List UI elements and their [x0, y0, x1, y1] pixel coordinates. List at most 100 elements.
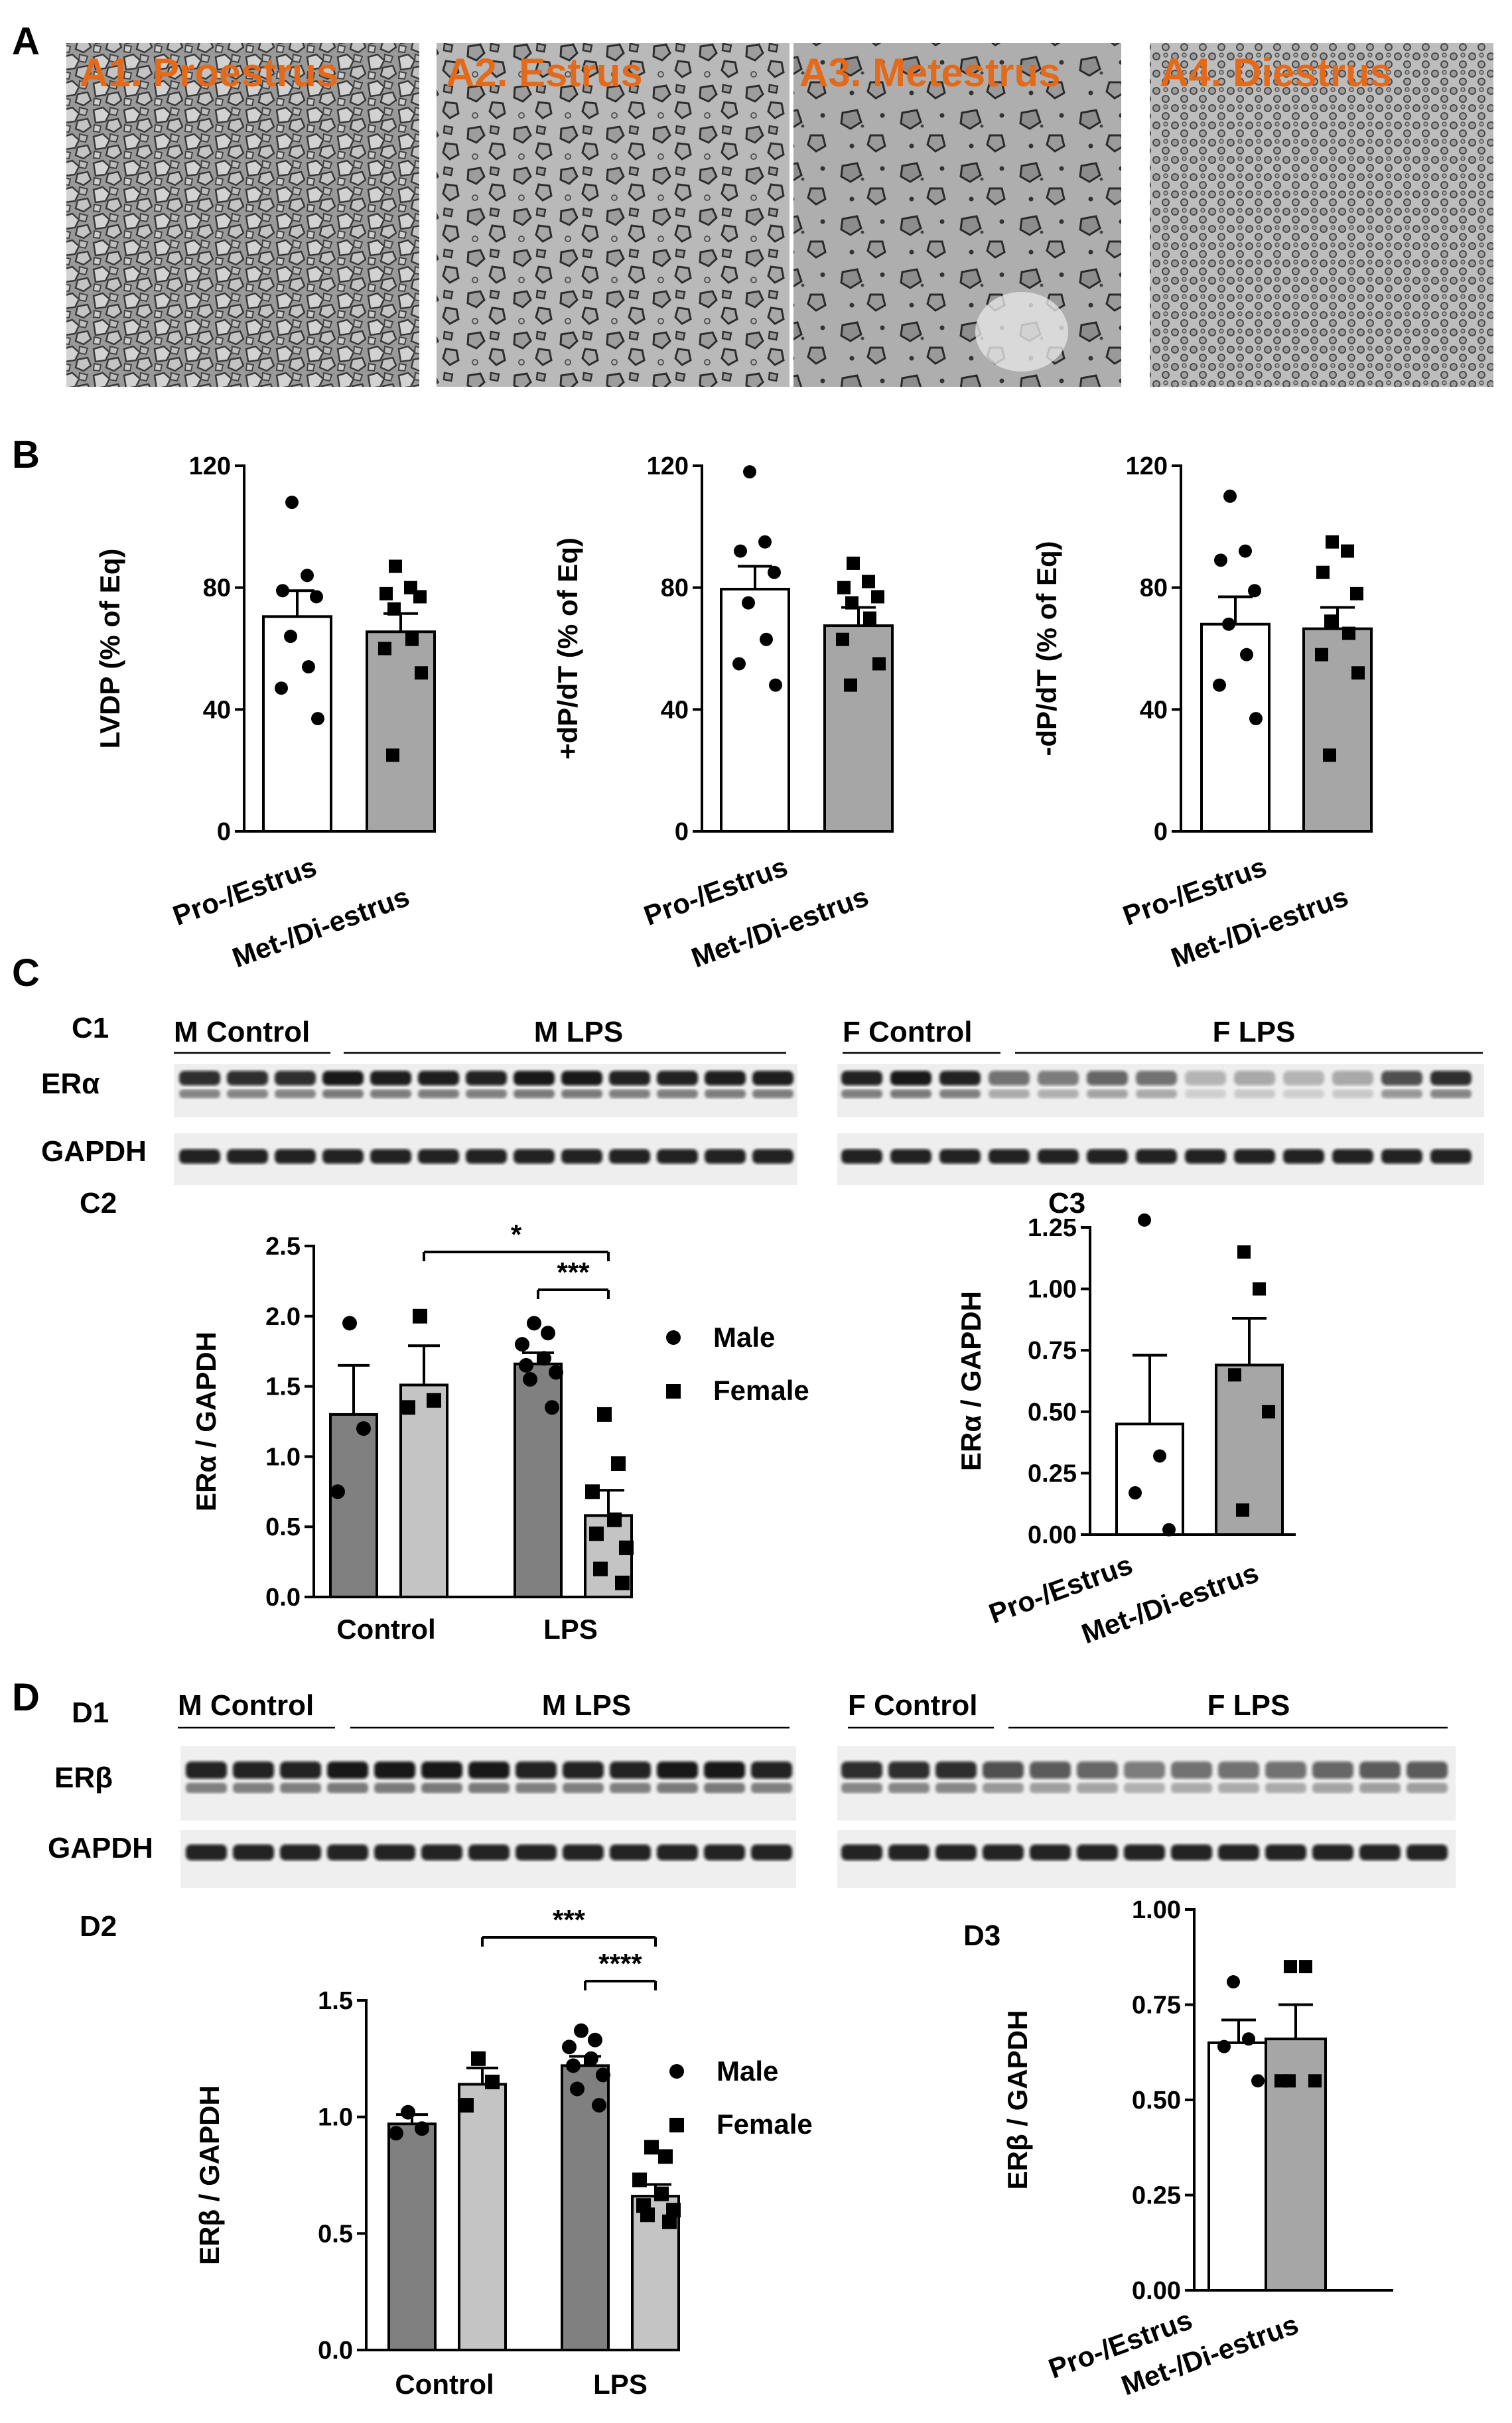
blot-band-target [610, 1762, 651, 1779]
y-tick-label: 40 [661, 696, 689, 724]
data-point [596, 2067, 610, 2083]
data-point [519, 1357, 533, 1373]
blot-band-loading [1265, 1844, 1306, 1860]
data-point [405, 632, 419, 646]
blot-band-target [227, 1089, 268, 1099]
data-point [758, 535, 772, 549]
bar [720, 587, 790, 833]
photo-proestrus: A1. Proestrus [66, 43, 419, 387]
blot-band-loading [1038, 1149, 1079, 1164]
legend-marker-male [669, 2064, 684, 2079]
data-point [743, 465, 756, 479]
blot-band-target [890, 1071, 931, 1085]
data-point [1282, 2074, 1296, 2088]
data-point [537, 1351, 551, 1366]
significance-label: *** [557, 1257, 590, 1288]
blot-band-target [1185, 1071, 1226, 1085]
data-point [1351, 666, 1365, 680]
blot-band-target [1030, 1762, 1071, 1779]
blot-band-target [421, 1762, 462, 1779]
bar [1200, 622, 1271, 833]
blot-band-target [657, 1762, 698, 1779]
legend-label-male: Male [713, 1322, 775, 1353]
blot-row-label-target: ERβ [54, 1762, 113, 1794]
blot-band-loading [1030, 1844, 1071, 1860]
blot-band-loading [421, 1844, 462, 1860]
x-category-label: LPS [543, 1614, 598, 1645]
blot-band-target [1312, 1762, 1353, 1779]
micrograph-diestrus [1150, 43, 1493, 387]
data-point [1223, 489, 1237, 503]
blot-group-m-control: M Control [174, 1016, 310, 1048]
y-axis-label: ERα / GAPDH [190, 1332, 222, 1511]
blot-band-loading [657, 1149, 698, 1164]
blot-band-loading [657, 1844, 698, 1860]
data-point [330, 1484, 345, 1499]
western-blot-c1: C1 M Control M LPS F Control F LPS ERα G… [41, 1012, 1484, 1185]
blot-band-target [989, 1089, 1030, 1099]
panel-tag-c3: C3 [1048, 1187, 1085, 1219]
panel-tag-c2: C2 [80, 1187, 117, 1219]
blot-group-m-control: M Control [178, 1689, 314, 1722]
blot-band-target [1332, 1071, 1373, 1085]
y-tick-label: 1.5 [265, 1373, 301, 1401]
data-point [459, 2098, 474, 2113]
blot-band-loading [233, 1844, 274, 1860]
blot-band-target [1430, 1071, 1472, 1085]
blot-band-target [374, 1783, 415, 1793]
bar [514, 1362, 563, 1598]
y-tick-label: 0.5 [318, 2220, 353, 2248]
western-blot-d1: D1 M Control M LPS F Control F LPS ERβ G… [48, 1689, 1456, 1888]
blot-band-target [983, 1762, 1024, 1779]
photo-estrus: A2. Estrus [437, 43, 790, 387]
blot-band-target [1077, 1783, 1118, 1793]
data-point [863, 611, 876, 625]
blot-band-target [610, 1783, 651, 1793]
data-point [607, 1512, 622, 1527]
data-point [1162, 1523, 1176, 1537]
chart-d2: 0.0 0.5 1.0 1.5 ERβ / GAPDH Control LPS Male Fem… [80, 1904, 813, 2400]
blot-band-target [468, 1762, 510, 1779]
data-point [1138, 1213, 1151, 1227]
data-point [1251, 2074, 1265, 2088]
data-point [1239, 544, 1252, 558]
blot-band-loading [1359, 1844, 1401, 1860]
blot-band-target [1381, 1071, 1422, 1085]
data-point [1214, 553, 1227, 567]
data-point [589, 1526, 604, 1541]
data-point [862, 575, 875, 588]
blot-band-target [657, 1089, 698, 1099]
blot-row-label-target: ERα [41, 1068, 100, 1100]
data-point [734, 544, 747, 558]
blot-band-target [561, 1071, 602, 1085]
data-point [415, 2121, 429, 2136]
y-tick-label: 1.0 [265, 1443, 301, 1471]
blot-band-target [751, 1783, 792, 1793]
blot-band-loading [1332, 1149, 1373, 1164]
blot-band-target [890, 1089, 931, 1099]
data-point [584, 2051, 598, 2066]
blot-group-f-lps: F LPS [1207, 1689, 1290, 1722]
y-axis-label: ERβ / GAPDH [1002, 2010, 1033, 2190]
blot-band-target [1136, 1071, 1177, 1085]
blot-band-target [705, 1089, 746, 1099]
blot-band-loading [1312, 1844, 1353, 1860]
blot-band-loading [1430, 1149, 1472, 1164]
blot-band-target [466, 1089, 507, 1099]
bar [823, 624, 894, 833]
blot-band-loading [939, 1149, 981, 1164]
data-point [1262, 1405, 1275, 1419]
blot-band-target [841, 1783, 882, 1793]
data-point [593, 1561, 608, 1576]
x-category-label: LPS [593, 2369, 648, 2400]
blot-band-target [280, 1762, 321, 1779]
blot-band-loading [466, 1149, 507, 1164]
blot-band-target [179, 1071, 220, 1085]
y-tick-label: 0.25 [1028, 1460, 1077, 1488]
blot-band-target [1283, 1089, 1324, 1099]
panel-letter-d: D [12, 1676, 40, 1719]
